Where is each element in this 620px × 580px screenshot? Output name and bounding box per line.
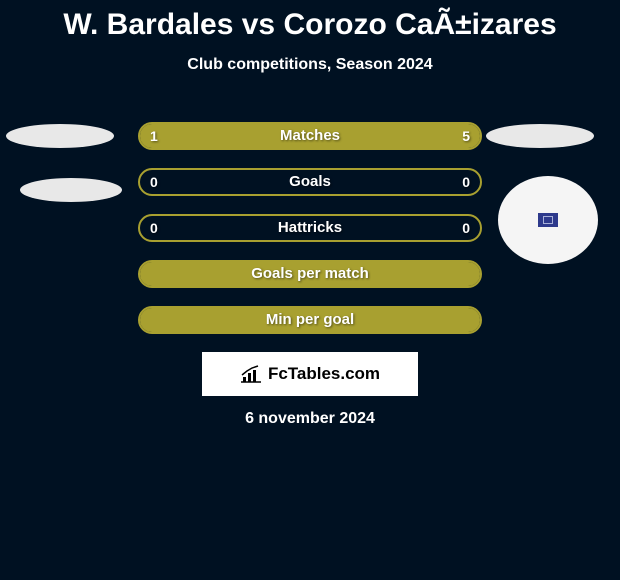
bar-label: Goals xyxy=(140,170,480,194)
bar-label: Matches xyxy=(140,124,480,148)
stat-bar-min-per-goal: Min per goal xyxy=(138,306,482,334)
comparison-bars: 15Matches 00Goals 00Hattricks Goals per mat… xyxy=(138,122,482,352)
player-left-avatar-mid xyxy=(20,178,122,202)
flag-icon xyxy=(538,213,558,227)
date-text: 6 november 2024 xyxy=(0,410,620,428)
player-right-avatar-top xyxy=(486,124,594,148)
stat-bar-goals-per-match: Goals per match xyxy=(138,260,482,288)
subtitle: Club competitions, Season 2024 xyxy=(0,56,620,74)
stat-bar-hattricks: 00Hattricks xyxy=(138,214,482,242)
logo-text: FcTables.com xyxy=(268,364,380,384)
player-left-avatar-top xyxy=(6,124,114,148)
site-logo[interactable]: FcTables.com xyxy=(202,352,418,396)
bar-label: Min per goal xyxy=(140,308,480,332)
stat-bar-goals: 00Goals xyxy=(138,168,482,196)
chart-icon xyxy=(240,365,262,383)
player-right-avatar-circle xyxy=(498,176,598,264)
bar-label: Hattricks xyxy=(140,216,480,240)
stat-bar-matches: 15Matches xyxy=(138,122,482,150)
page-title: W. Bardales vs Corozo CaÃ±izares xyxy=(0,0,620,42)
bar-label: Goals per match xyxy=(140,262,480,286)
